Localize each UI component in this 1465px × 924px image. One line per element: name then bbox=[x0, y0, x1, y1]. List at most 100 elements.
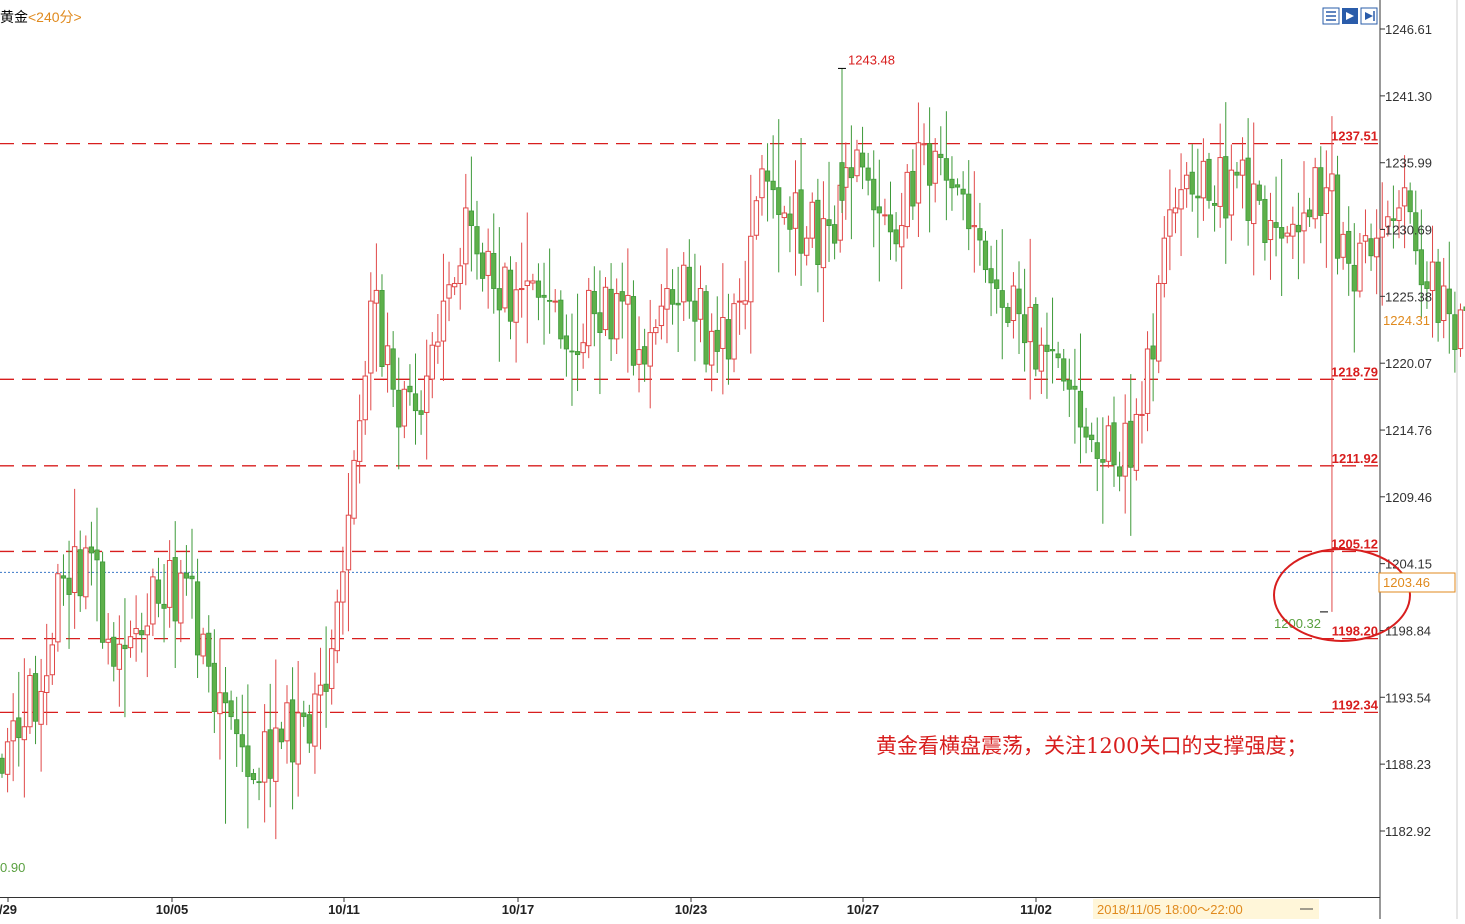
candle bbox=[105, 613, 111, 665]
candle bbox=[720, 263, 726, 395]
candle bbox=[261, 704, 268, 823]
level-label: 1198.20 bbox=[1332, 624, 1378, 639]
candle bbox=[1027, 238, 1033, 400]
candle bbox=[770, 135, 776, 219]
candle bbox=[1424, 261, 1430, 309]
candle bbox=[848, 125, 854, 240]
candle bbox=[1066, 358, 1072, 417]
candle bbox=[915, 102, 922, 238]
candle bbox=[518, 242, 525, 318]
candle bbox=[228, 690, 234, 730]
y-tick-label: 1182.92 bbox=[1385, 824, 1431, 839]
candle bbox=[625, 248, 631, 373]
candle bbox=[893, 212, 899, 262]
candle bbox=[1144, 331, 1151, 432]
candle bbox=[1206, 152, 1212, 209]
candle bbox=[513, 262, 519, 363]
candle bbox=[1038, 327, 1045, 394]
candles bbox=[0, 68, 1465, 840]
candle bbox=[1223, 102, 1229, 264]
candle bbox=[1318, 146, 1324, 244]
candle bbox=[938, 126, 944, 176]
x-tick-label: 10/17 bbox=[502, 902, 535, 917]
candle bbox=[4, 727, 11, 793]
candle bbox=[362, 360, 368, 435]
candle bbox=[839, 68, 845, 213]
candle bbox=[1100, 417, 1106, 524]
candle bbox=[440, 253, 447, 381]
candle bbox=[1301, 161, 1307, 264]
candle bbox=[496, 227, 502, 362]
candle bbox=[1245, 118, 1251, 246]
candle bbox=[1156, 275, 1162, 374]
candle bbox=[166, 540, 173, 628]
candle bbox=[379, 274, 385, 377]
candle bbox=[1323, 150, 1330, 268]
candle bbox=[396, 357, 402, 470]
indicator-list-icon[interactable] bbox=[1322, 7, 1340, 25]
candle bbox=[1362, 209, 1369, 264]
candle bbox=[1172, 187, 1179, 234]
candle bbox=[273, 659, 279, 840]
candle bbox=[1083, 407, 1089, 454]
candle bbox=[356, 394, 363, 484]
candle bbox=[301, 700, 307, 727]
candle bbox=[653, 319, 659, 345]
candle bbox=[731, 293, 737, 373]
x-tick-label: 11/02 bbox=[1020, 902, 1052, 917]
candle bbox=[686, 239, 692, 319]
candle bbox=[1195, 148, 1201, 238]
expand-panel-icon[interactable] bbox=[1360, 7, 1378, 25]
candle bbox=[1128, 374, 1134, 536]
time-readout: 2018/11/05 18:00～22:00 bbox=[1093, 899, 1319, 919]
candle bbox=[1061, 348, 1067, 391]
candle bbox=[423, 339, 430, 460]
candle bbox=[474, 200, 480, 280]
candle bbox=[714, 296, 720, 373]
candle bbox=[1373, 209, 1380, 295]
candle bbox=[412, 353, 419, 445]
candle bbox=[245, 684, 251, 829]
candle bbox=[692, 253, 698, 362]
x-tick-label: /29 bbox=[0, 902, 17, 917]
candle bbox=[949, 156, 955, 211]
candle bbox=[278, 721, 285, 750]
candle bbox=[239, 694, 245, 773]
symbol-label: 黄金 bbox=[0, 9, 28, 25]
y-tick-label: 1241.30 bbox=[1385, 89, 1432, 104]
candle bbox=[491, 213, 497, 314]
candle bbox=[1044, 312, 1050, 399]
price-badge-top: 1224.31 bbox=[1383, 313, 1430, 328]
current-price-badge-box bbox=[1378, 572, 1456, 593]
candle bbox=[200, 627, 206, 665]
chart-toolbar bbox=[1322, 7, 1378, 25]
candle bbox=[736, 278, 743, 335]
candle bbox=[38, 658, 44, 772]
candle bbox=[234, 696, 240, 767]
candle bbox=[1049, 297, 1056, 384]
level-label: 1211.92 bbox=[1332, 451, 1378, 466]
candle bbox=[1161, 216, 1168, 298]
highlight-circle bbox=[1273, 548, 1411, 642]
candle bbox=[27, 668, 33, 734]
x-tick-label: 10/05 bbox=[156, 902, 189, 917]
current-price-badge-label: 1203.46 bbox=[1383, 575, 1430, 590]
candle bbox=[206, 615, 212, 693]
candle bbox=[669, 269, 676, 325]
candle bbox=[1390, 185, 1397, 249]
candle bbox=[1094, 417, 1100, 492]
candle bbox=[982, 230, 989, 283]
candle bbox=[139, 612, 145, 653]
y-tick-label: 1188.23 bbox=[1385, 757, 1431, 772]
chart-bars-icon[interactable] bbox=[1342, 8, 1358, 24]
candle bbox=[71, 488, 78, 629]
candle bbox=[994, 239, 1000, 314]
candle bbox=[664, 248, 670, 344]
candle bbox=[189, 528, 195, 619]
candle bbox=[764, 143, 771, 222]
candle bbox=[535, 263, 542, 321]
candle bbox=[1284, 225, 1290, 244]
candle bbox=[1200, 138, 1207, 221]
